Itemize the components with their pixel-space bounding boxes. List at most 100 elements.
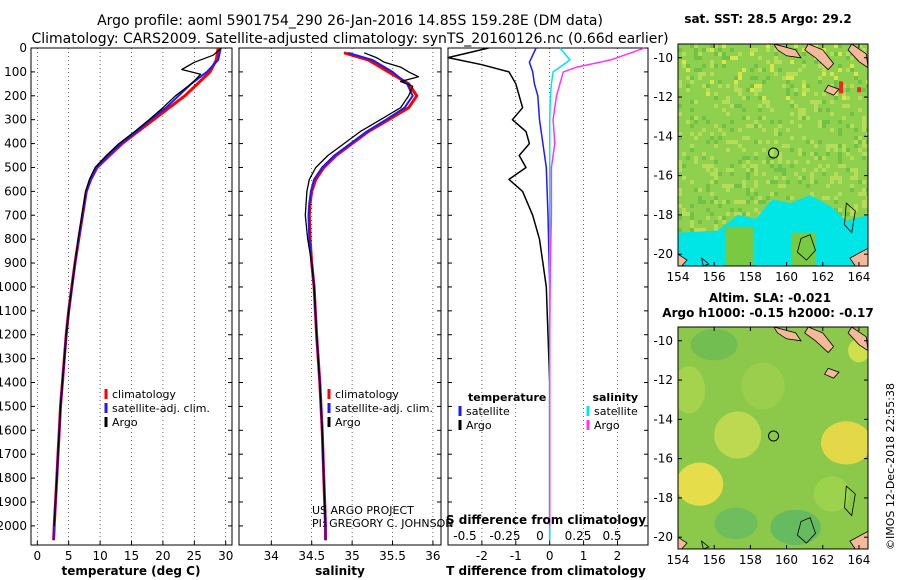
sst-cell bbox=[778, 152, 782, 156]
sst-cell bbox=[694, 68, 698, 72]
sst-cell bbox=[750, 76, 754, 80]
sst-cell bbox=[754, 88, 758, 92]
sst-cell bbox=[774, 52, 778, 56]
sst-cell bbox=[806, 84, 810, 88]
island-shape bbox=[678, 536, 688, 549]
salinity-series-climatology bbox=[307, 51, 419, 541]
sst-cell bbox=[722, 60, 726, 64]
sst-cell bbox=[766, 196, 770, 200]
sst-cell bbox=[802, 52, 806, 56]
sst-cell bbox=[862, 124, 866, 128]
sst-cell bbox=[686, 68, 690, 72]
sst-cell bbox=[866, 204, 868, 208]
temp-xtick-label: 15 bbox=[124, 549, 139, 563]
sst-cell bbox=[862, 120, 866, 124]
sst-cell bbox=[690, 108, 694, 112]
sst-cell bbox=[818, 120, 822, 124]
figure-title-line1: Argo profile: aoml 5901754_290 26-Jan-20… bbox=[97, 13, 603, 29]
sst-cell bbox=[854, 140, 858, 144]
sst-cell bbox=[854, 208, 858, 212]
island-shape bbox=[849, 530, 868, 549]
diff-xtick-label: 0 bbox=[546, 549, 554, 563]
sst-cell bbox=[838, 176, 842, 180]
sst-cell bbox=[734, 80, 738, 84]
depth-tick-label: 700 bbox=[4, 208, 27, 222]
sst-cell bbox=[742, 164, 746, 168]
island-shape bbox=[824, 367, 840, 379]
sla-map-title-line2: Argo h1000: -0.15 h2000: -0.17 bbox=[662, 306, 873, 320]
sst-cell bbox=[850, 184, 854, 188]
sst-cell bbox=[742, 156, 746, 160]
sst-cell bbox=[802, 112, 806, 116]
map-xtick-label: 154 bbox=[667, 270, 690, 284]
sst-cell bbox=[714, 160, 718, 164]
sst-cell bbox=[746, 168, 750, 172]
sst-cell bbox=[718, 80, 722, 84]
sst-cell bbox=[830, 176, 834, 180]
credit-line2: PI: GREGORY C. JOHNSON bbox=[312, 517, 453, 530]
sst-cell bbox=[718, 136, 722, 140]
sst-cell bbox=[866, 84, 868, 88]
sst-cell bbox=[750, 48, 754, 52]
sst-cell bbox=[838, 164, 842, 168]
sst-cell bbox=[778, 164, 782, 168]
sst-green-patch bbox=[792, 232, 816, 266]
sst-cell bbox=[678, 188, 682, 192]
sst-cell bbox=[698, 52, 702, 56]
map-ytick-label: -18 bbox=[653, 208, 673, 222]
sst-cell bbox=[702, 128, 706, 132]
sst-cell bbox=[834, 176, 838, 180]
reef-outline bbox=[700, 540, 710, 549]
sst-cell bbox=[810, 140, 814, 144]
temperature-panel: 0100200300400500600700800900100011001200… bbox=[0, 41, 233, 578]
sst-cell bbox=[722, 64, 726, 68]
sst-cell bbox=[690, 132, 694, 136]
sst-cell bbox=[754, 200, 758, 204]
credit-line1: US ARGO PROJECT bbox=[312, 504, 414, 517]
sst-cell bbox=[726, 84, 730, 88]
sst-cell bbox=[710, 200, 714, 204]
sst-cell bbox=[838, 212, 842, 216]
sst-cell bbox=[754, 84, 758, 88]
sst-cell bbox=[686, 212, 690, 216]
depth-tick-label: 1200 bbox=[0, 328, 27, 342]
depth-tick-label: 2000 bbox=[0, 519, 27, 533]
sla-anomaly-blob bbox=[741, 362, 785, 410]
sst-cell bbox=[802, 176, 806, 180]
sst-cell bbox=[802, 108, 806, 112]
sst-map: 154 156 158 160 162 164 -10 -12 -14 -16 -18 -20 bbox=[653, 43, 870, 284]
sst-cell bbox=[762, 148, 766, 152]
sst-cell bbox=[782, 84, 786, 88]
sst-cell bbox=[706, 188, 710, 192]
sst-cell bbox=[714, 224, 718, 228]
sst-cell bbox=[730, 172, 734, 176]
sst-cell bbox=[862, 140, 866, 144]
temp-xlabel: temperature (deg C) bbox=[62, 564, 201, 578]
sst-cell bbox=[678, 160, 682, 164]
map-ytick-label: -18 bbox=[653, 491, 673, 505]
sst-cell bbox=[782, 184, 786, 188]
sst-cell bbox=[706, 48, 710, 52]
sst-cell bbox=[850, 208, 854, 212]
sst-cell bbox=[850, 188, 854, 192]
sst-cell bbox=[786, 144, 790, 148]
sst-cell bbox=[766, 160, 770, 164]
sst-cell bbox=[866, 152, 868, 156]
map-xtick-label: 160 bbox=[775, 270, 798, 284]
sst-cell bbox=[786, 92, 790, 96]
sst-cell bbox=[806, 160, 810, 164]
sst-cell bbox=[682, 152, 686, 156]
sst-cell bbox=[722, 56, 726, 60]
sst-cell bbox=[786, 196, 790, 200]
sst-cell bbox=[702, 116, 706, 120]
sst-cell bbox=[746, 200, 750, 204]
sst-cell bbox=[858, 148, 862, 152]
sst-cell bbox=[846, 212, 850, 216]
sst-cell bbox=[834, 80, 838, 84]
sst-cell bbox=[738, 208, 742, 212]
sst-cell bbox=[746, 176, 750, 180]
sst-cell bbox=[746, 136, 750, 140]
sst-cell bbox=[706, 216, 710, 220]
sst-cell bbox=[802, 84, 806, 88]
map-ytick-label: -12 bbox=[653, 90, 673, 104]
